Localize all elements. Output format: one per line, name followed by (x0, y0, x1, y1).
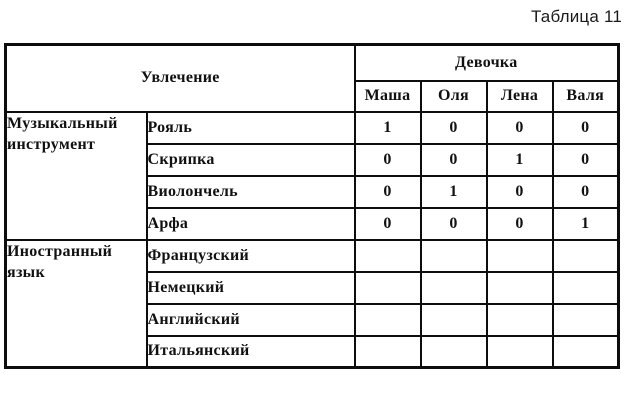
header-row-names: Маша Оля Лена Валя (6, 79, 620, 113)
table-row: Музыкальный инструмент Рояль 1 0 0 0 (4, 110, 620, 241)
girl-name-cell: Лена (485, 79, 554, 113)
value-cell: 1 (551, 206, 620, 241)
girl-name-cell: Оля (419, 79, 488, 113)
value-cell (551, 270, 620, 305)
girl-name-cell: Валя (551, 79, 620, 113)
value-cell (485, 270, 554, 305)
item-label: Французский (145, 238, 356, 273)
value-cell: 0 (485, 174, 554, 209)
value-cell: 0 (353, 142, 422, 177)
table-row: Иностранный язык Французский (4, 238, 620, 369)
value-cell (353, 302, 422, 337)
item-label: Арфа (145, 206, 356, 241)
item-label: Рояль (145, 110, 356, 145)
table-row: Итальянский (6, 334, 620, 369)
value-cell (419, 302, 488, 337)
value-cell: 0 (419, 206, 488, 241)
value-cell: 1 (419, 174, 488, 209)
value-cell: 0 (419, 110, 488, 145)
header-row-top: Увлечение Девочка (4, 43, 620, 113)
value-cell: 0 (353, 206, 422, 241)
value-cell (419, 334, 488, 369)
hobby-header-cell: Увлечение (4, 43, 356, 113)
item-label: Итальянский (145, 334, 356, 369)
value-cell (485, 334, 554, 369)
value-cell (551, 238, 620, 273)
girl-header-cell: Девочка (353, 43, 620, 82)
table-row: Английский (6, 302, 620, 337)
value-cell: 1 (353, 110, 422, 145)
value-cell: 0 (551, 142, 620, 177)
value-cell (485, 302, 554, 337)
value-cell: 0 (551, 110, 620, 145)
value-cell: 0 (551, 174, 620, 209)
item-label: Немецкий (145, 270, 356, 305)
group-label-language: Иностранный язык (4, 238, 148, 369)
value-cell: 0 (485, 206, 554, 241)
value-cell (551, 334, 620, 369)
value-cell: 0 (419, 142, 488, 177)
value-cell (485, 238, 554, 273)
group-label-instrument: Музыкальный инструмент (4, 110, 148, 241)
girl-name-cell: Маша (353, 79, 422, 113)
value-cell: 0 (485, 110, 554, 145)
item-label: Виолончель (145, 174, 356, 209)
table-row: Виолончель 0 1 0 0 (6, 174, 620, 209)
value-cell (353, 238, 422, 273)
value-cell (353, 334, 422, 369)
table-row: Арфа 0 0 0 1 (6, 206, 620, 241)
value-cell: 0 (353, 174, 422, 209)
value-cell (419, 238, 488, 273)
table-row: Скрипка 0 0 1 0 (6, 142, 620, 177)
value-cell (551, 302, 620, 337)
value-cell: 1 (485, 142, 554, 177)
item-label: Английский (145, 302, 356, 337)
table-row: Немецкий (6, 270, 620, 305)
item-label: Скрипка (145, 142, 356, 177)
value-cell (353, 270, 422, 305)
value-cell (419, 270, 488, 305)
table-caption: Таблица 11 (530, 7, 622, 26)
hobby-table: Увлечение Девочка Маша Оля Лена Валя Муз… (4, 43, 620, 369)
